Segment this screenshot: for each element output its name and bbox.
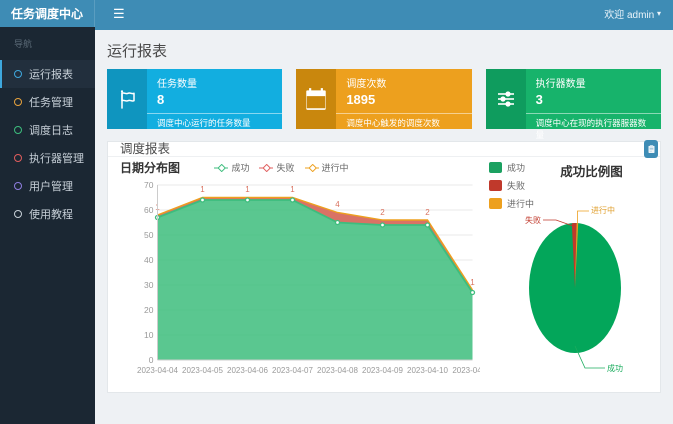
svg-text:60: 60 xyxy=(144,205,154,215)
svg-text:2023-04-10: 2023-04-10 xyxy=(407,366,448,375)
svg-text:1: 1 xyxy=(290,185,295,194)
svg-text:2023-04-05: 2023-04-05 xyxy=(182,366,223,375)
svg-text:2023-04-08: 2023-04-08 xyxy=(317,366,358,375)
svg-text:0: 0 xyxy=(149,355,154,365)
svg-text:4: 4 xyxy=(335,200,340,209)
svg-text:2023-04-06: 2023-04-06 xyxy=(227,366,268,375)
svg-text:40: 40 xyxy=(144,255,154,265)
svg-text:2023-04-07: 2023-04-07 xyxy=(272,366,313,375)
svg-text:20: 20 xyxy=(144,305,154,315)
svg-text:失败: 失败 xyxy=(525,215,541,225)
svg-text:2023-04-11: 2023-04-11 xyxy=(452,366,480,375)
svg-text:50: 50 xyxy=(144,230,154,240)
svg-text:成功: 成功 xyxy=(607,363,623,373)
svg-text:1: 1 xyxy=(200,185,205,194)
svg-text:进行中: 进行中 xyxy=(591,205,615,215)
svg-text:30: 30 xyxy=(144,280,154,290)
svg-text:2: 2 xyxy=(380,208,385,217)
svg-text:2023-04-04: 2023-04-04 xyxy=(137,366,178,375)
svg-text:70: 70 xyxy=(144,180,154,190)
svg-text:10: 10 xyxy=(144,330,154,340)
svg-text:1: 1 xyxy=(470,278,475,287)
svg-text:2: 2 xyxy=(425,208,430,217)
svg-text:1: 1 xyxy=(245,185,250,194)
svg-text:2023-04-09: 2023-04-09 xyxy=(362,366,403,375)
